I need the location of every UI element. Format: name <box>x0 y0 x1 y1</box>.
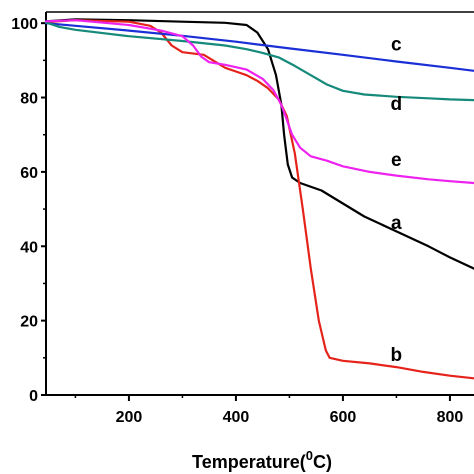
y-tick-label: 40 <box>20 239 38 256</box>
x-axis-label-sup: 0 <box>306 448 313 463</box>
curve-label-d: d <box>390 94 402 115</box>
curve-label-c: c <box>391 35 402 56</box>
y-tick-label: 100 <box>11 16 38 33</box>
series-layer <box>44 18 474 380</box>
x-axis-label-suffix: C) <box>313 452 332 472</box>
series-line-c <box>44 22 474 72</box>
series-line-d <box>44 21 474 102</box>
y-tick-label: 0 <box>29 388 38 405</box>
x-tick-label: 400 <box>223 409 250 426</box>
x-axis-label: Temperature(0C) <box>192 448 332 472</box>
curve-label-a: a <box>391 213 402 234</box>
curve-label-e: e <box>391 150 402 171</box>
axes-layer: 0 20 40 60 80 100 200 400 600 800 <box>11 11 474 426</box>
y-tick-label: 80 <box>20 91 38 108</box>
x-axis-label-main: Temperature( <box>192 452 306 472</box>
series-line-b <box>44 19 474 380</box>
series-line-a <box>44 18 474 270</box>
curve-label-b: b <box>390 345 402 366</box>
y-tick-label: 20 <box>20 314 38 331</box>
x-tick-label: 200 <box>116 409 143 426</box>
x-tick-label: 600 <box>330 409 357 426</box>
x-tick-label: 800 <box>437 409 464 426</box>
y-tick-label: 60 <box>20 165 38 182</box>
series-line-e <box>44 19 474 185</box>
curve-label-layer: c d e a b <box>390 35 402 366</box>
